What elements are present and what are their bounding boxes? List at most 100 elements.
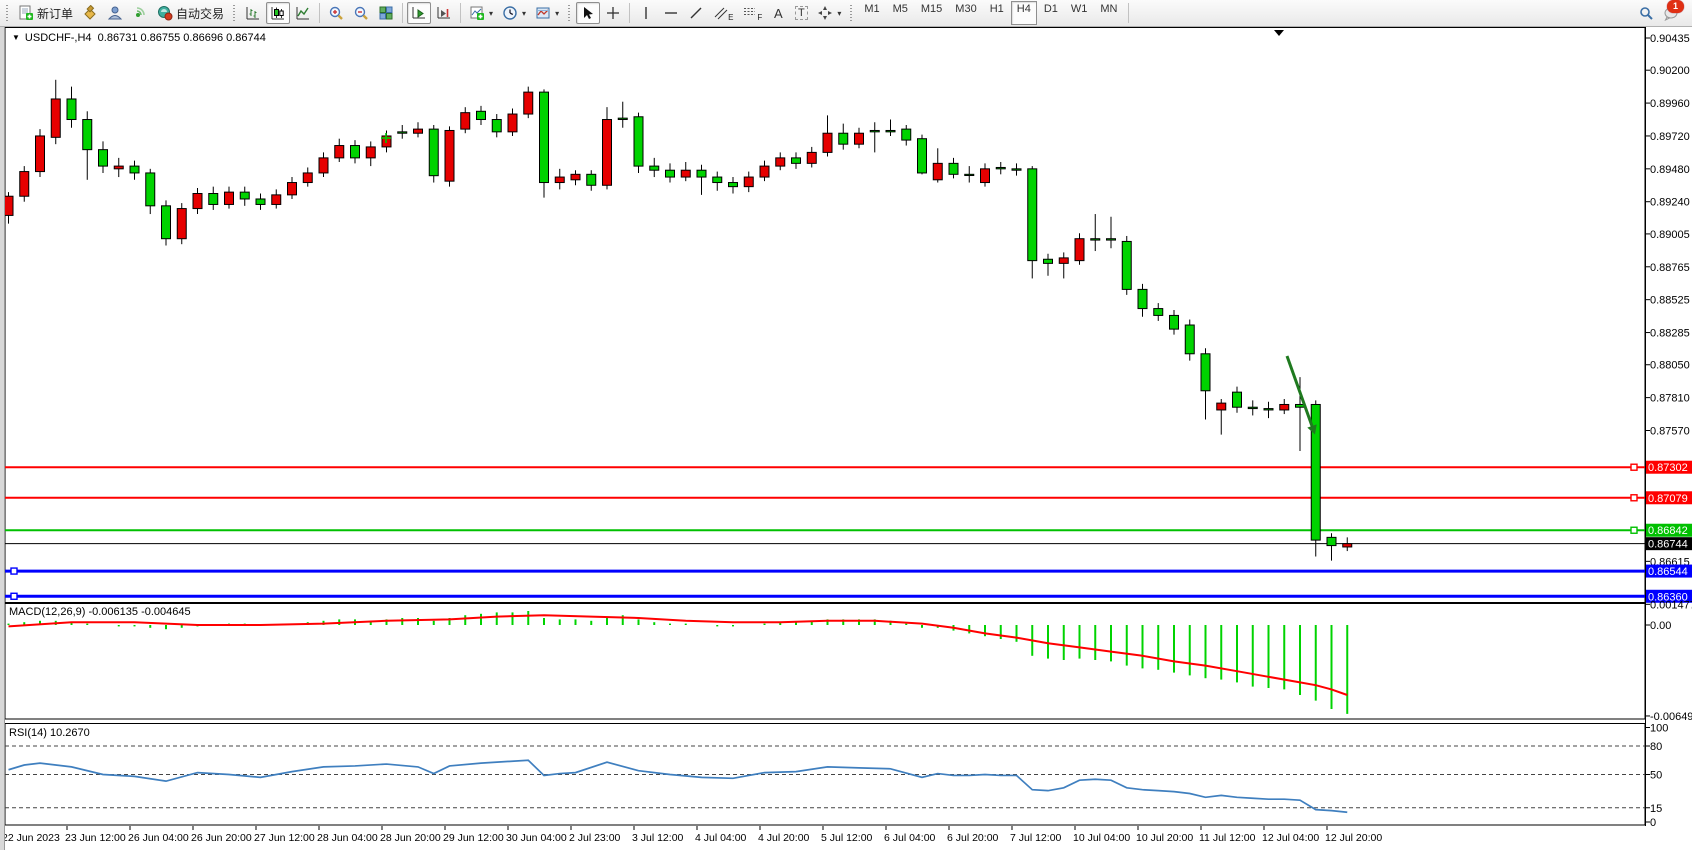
timeframe-M1[interactable]: M1 <box>858 1 885 25</box>
zoom-in-icon <box>328 5 344 21</box>
new-order-icon <box>18 5 34 21</box>
auto-trading-icon <box>157 5 173 21</box>
svg-text:7 Jul 12:00: 7 Jul 12:00 <box>1010 832 1062 844</box>
toolbar-separator <box>319 3 320 23</box>
horizontal-line-button[interactable] <box>659 2 683 24</box>
zoom-out-button[interactable] <box>349 2 373 24</box>
notifications-button[interactable]: 1 <box>1659 2 1684 24</box>
svg-text:0.001477: 0.001477 <box>1650 599 1692 611</box>
svg-text:0.89480: 0.89480 <box>1650 164 1690 176</box>
templates-button[interactable]: ▾ <box>531 2 563 24</box>
new-order-label: 新订单 <box>37 5 73 22</box>
signal-button[interactable] <box>128 2 152 24</box>
svg-text:26 Jun 04:00: 26 Jun 04:00 <box>128 832 189 844</box>
svg-text:0.90200: 0.90200 <box>1650 65 1690 77</box>
arrows-button[interactable]: ▾ <box>813 2 845 24</box>
level-line-0.87302[interactable] <box>5 464 1645 470</box>
timeframe-H1[interactable]: H1 <box>984 1 1010 25</box>
level-line-0.86360[interactable] <box>5 593 1645 599</box>
toolbar: 新订单 自动交易 <box>0 0 1692 27</box>
fibonacci-button[interactable]: F <box>738 2 766 24</box>
chart-canvas[interactable]: 0.904350.902000.899600.897200.894800.892… <box>0 27 1692 850</box>
timeframe-W1[interactable]: W1 <box>1065 1 1094 25</box>
svg-text:4 Jul 04:00: 4 Jul 04:00 <box>695 832 747 844</box>
text-button[interactable]: A <box>767 2 789 24</box>
toolbar-grip <box>848 3 855 23</box>
cursor-button[interactable] <box>576 2 600 24</box>
level-label-0.86544: 0.86544 <box>1646 565 1692 579</box>
level-line-0.86544[interactable] <box>5 568 1645 574</box>
macd-label: MACD(12,26,9) -0.006135 -0.004645 <box>9 606 191 618</box>
svg-text:4 Jul 20:00: 4 Jul 20:00 <box>758 832 810 844</box>
svg-text:27 Jun 12:00: 27 Jun 12:00 <box>254 832 315 844</box>
styler-button[interactable] <box>78 2 102 24</box>
toolbar-separator <box>1128 3 1129 23</box>
vertical-line-button[interactable] <box>634 2 658 24</box>
channel-icon <box>713 5 729 21</box>
window-edge <box>0 27 5 850</box>
chevron-down-icon: ▾ <box>555 9 559 18</box>
symbol-title: USDCHF-,H4 <box>25 32 92 44</box>
svg-text:0.89720: 0.89720 <box>1650 131 1690 143</box>
svg-text:12 Jul 20:00: 12 Jul 20:00 <box>1325 832 1382 844</box>
auto-trading-button[interactable]: 自动交易 <box>153 2 228 24</box>
search-icon <box>1638 5 1654 21</box>
svg-text:30 Jun 04:00: 30 Jun 04:00 <box>506 832 567 844</box>
equidistant-channel-button[interactable]: E <box>709 2 737 24</box>
svg-text:6 Jul 20:00: 6 Jul 20:00 <box>947 832 999 844</box>
timeframe-M30[interactable]: M30 <box>949 1 982 25</box>
toolbar-separator <box>460 3 461 23</box>
svg-text:0.88050: 0.88050 <box>1650 360 1690 372</box>
profile-button[interactable] <box>103 2 127 24</box>
svg-text:0.88765: 0.88765 <box>1650 262 1690 274</box>
auto-scroll-icon <box>411 5 427 21</box>
crosshair-icon <box>605 5 621 21</box>
level-line-0.87079[interactable] <box>5 495 1645 501</box>
line-chart-button[interactable] <box>291 2 315 24</box>
paint-bucket-icon <box>82 5 98 21</box>
tile-windows-button[interactable] <box>374 2 398 24</box>
svg-text:10 Jul 20:00: 10 Jul 20:00 <box>1136 832 1193 844</box>
trendline-button[interactable] <box>684 2 708 24</box>
svg-text:0.89005: 0.89005 <box>1650 229 1690 241</box>
svg-text:0.00: 0.00 <box>1650 620 1671 632</box>
trend-arrow[interactable] <box>1287 356 1317 434</box>
cursor-icon <box>580 5 596 21</box>
toolbar-grip <box>231 3 238 23</box>
chart-shift-button[interactable] <box>432 2 456 24</box>
svg-text:0.87810: 0.87810 <box>1650 393 1690 405</box>
crosshair-button[interactable] <box>601 2 625 24</box>
text-label-button[interactable]: T <box>790 2 812 24</box>
svg-text:0.87302: 0.87302 <box>1648 462 1688 474</box>
candlestick-chart-button[interactable] <box>266 2 290 24</box>
timeframe-MN[interactable]: MN <box>1094 1 1123 25</box>
ohlc-quotes: 0.86731 0.86755 0.86696 0.86744 <box>98 32 266 44</box>
svg-text:0.89960: 0.89960 <box>1650 98 1690 110</box>
search-button[interactable] <box>1634 2 1658 24</box>
channel-letter: E <box>728 13 733 22</box>
svg-text:0: 0 <box>1650 817 1656 829</box>
chevron-down-icon: ▾ <box>837 9 841 18</box>
timeframe-H4[interactable]: H4 <box>1011 1 1037 25</box>
svg-text:50: 50 <box>1650 770 1662 782</box>
price-axis: 0.904350.902000.899600.897200.894800.892… <box>1645 33 1690 568</box>
level-label-0.87079: 0.87079 <box>1646 491 1692 505</box>
symbol-bar[interactable]: ▼USDCHF-,H4 0.86731 0.86755 0.86696 0.86… <box>12 32 266 44</box>
auto-scroll-button[interactable] <box>407 2 431 24</box>
zoom-in-button[interactable] <box>324 2 348 24</box>
timeframe-M15[interactable]: M15 <box>915 1 948 25</box>
svg-text:15: 15 <box>1650 803 1662 815</box>
periods-button[interactable]: ▾ <box>498 2 530 24</box>
bar-chart-button[interactable] <box>241 2 265 24</box>
indicators-button[interactable]: ▾ <box>465 2 497 24</box>
svg-text:29 Jun 12:00: 29 Jun 12:00 <box>443 832 504 844</box>
timeframe-M5[interactable]: M5 <box>887 1 914 25</box>
timeframe-D1[interactable]: D1 <box>1038 1 1064 25</box>
trendline-icon <box>688 5 704 21</box>
toolbar-grip <box>566 3 573 23</box>
svg-text:2 Jul 23:00: 2 Jul 23:00 <box>569 832 621 844</box>
new-order-button[interactable]: 新订单 <box>14 2 77 24</box>
level-line-0.86842[interactable] <box>5 527 1645 533</box>
